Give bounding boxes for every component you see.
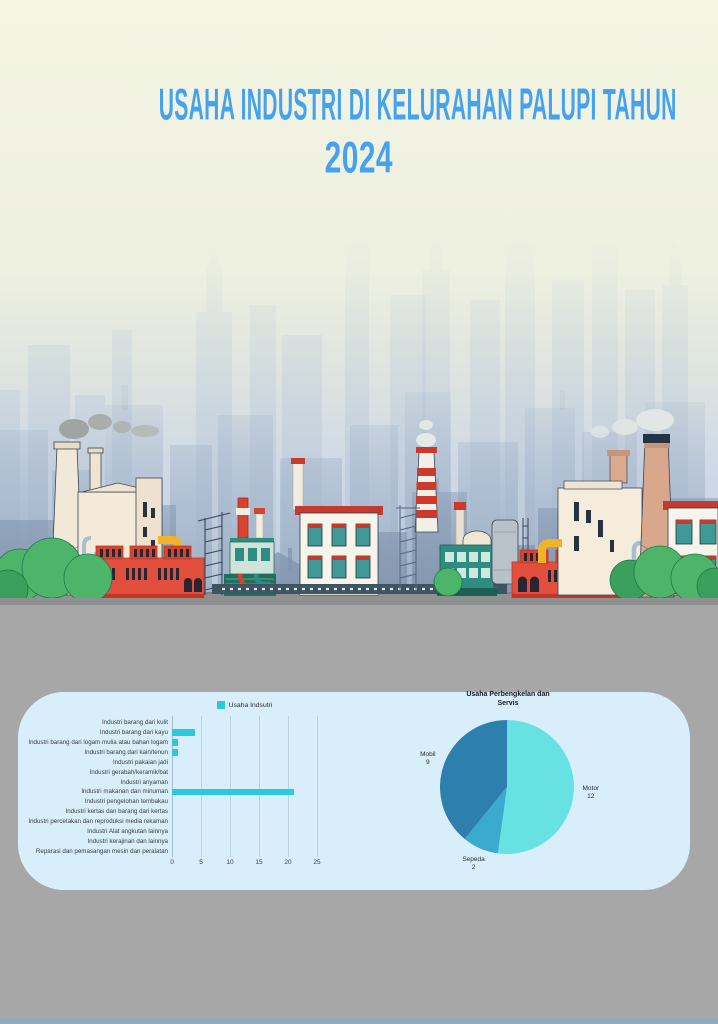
x-axis-tick-labels: 0 5 10 15 20 25 <box>170 859 321 869</box>
title-line-1-wrap: USAHA INDUSTRI DI KELURAHAN PALUPI TAHUN <box>0 80 718 135</box>
bar-track <box>172 748 317 758</box>
gridline <box>172 716 173 857</box>
bar-track <box>172 718 317 728</box>
charts-card: Usaha Indsutri Industri barang dari kuli… <box>18 690 690 890</box>
bar-row: Industri kerajinan dan lainnya <box>18 836 318 846</box>
bar-row: Industri kertas dan barang dari kertas <box>18 807 318 817</box>
white-building-middle <box>295 506 383 596</box>
bar-track <box>172 777 317 787</box>
bar-row: Industri barang dari kain/tenun <box>18 748 318 758</box>
bar-gridlines <box>172 716 318 857</box>
bar-row: Industri barang dari logam mulia atau ba… <box>18 738 318 748</box>
pie-label-mobil: Mobil 9 <box>420 750 436 766</box>
bar-category-label: Industri barang dari kayu <box>99 729 168 737</box>
bar <box>172 729 196 737</box>
bar-track <box>172 836 317 846</box>
x-tick-label: 5 <box>199 859 203 866</box>
bar-category-label: Industri makanan dan minuman <box>81 788 168 796</box>
pie-slice-sepeda <box>464 787 507 854</box>
x-tick-label: 10 <box>226 859 234 866</box>
x-tick-label: 25 <box>313 859 321 866</box>
crane-structure <box>197 512 231 595</box>
bar-row: Industri barang dari kulit <box>18 718 318 728</box>
bar-chart-legend: Usaha Indsutri <box>172 701 317 709</box>
bar-category-label: Reparasi dan pemasangan mesin dan perala… <box>35 847 168 855</box>
gridline <box>230 716 231 857</box>
bar-category-label: Industri gerabah/keramik/bat <box>89 768 168 776</box>
bar-category-label: Industri kertas dan barang dari kertas <box>65 808 169 816</box>
bar-category-label: Industri Alat angkutan lainnya <box>87 827 168 835</box>
bar-row: Industri gerabah/keramik/bat <box>18 767 318 777</box>
thin-chimney-cap <box>291 458 305 464</box>
bar-row: Industri percetakan dan reproduksi media… <box>18 817 318 827</box>
bar-chart: Usaha Indsutri Industri barang dari kuli… <box>18 692 338 890</box>
bar-category-label: Industri pakaian jadi <box>112 758 168 766</box>
pie-title-line-2: Servis <box>497 700 519 707</box>
bar-track <box>172 767 317 777</box>
gridline <box>288 716 289 857</box>
pie-graphic <box>440 720 574 854</box>
x-tick-label: 20 <box>284 859 292 866</box>
bar-track <box>172 757 317 767</box>
bar-row: Industri makanan dan minuman <box>18 787 318 797</box>
pie-chart-title: Usaha Perbengkelan dan Servis <box>428 690 588 708</box>
bar-track <box>172 817 317 827</box>
bar-category-label: Industri percetakan dan reproduksi media… <box>28 818 168 826</box>
bar-track <box>172 728 317 738</box>
x-tick-label: 0 <box>170 859 174 866</box>
bar-category-label: Industri barang dari kulit <box>101 719 168 727</box>
pie-title-line-1: Usaha Perbengkelan dan <box>466 691 550 698</box>
cream-building-right <box>538 450 651 596</box>
bar <box>172 739 178 746</box>
pie-chart: Usaha Perbengkelan dan Servis Motor 12 Sep… <box>420 690 690 890</box>
pie-slice-motor <box>497 720 574 854</box>
bar-category-label: Industri pengelohan tembakau <box>84 798 168 806</box>
title-line-2: 2024 <box>324 132 394 184</box>
poster-title: USAHA INDUSTRI DI KELURAHAN PALUPI TAHUN… <box>0 80 718 188</box>
legend-swatch <box>216 701 225 709</box>
bottom-edge-strip <box>0 1018 718 1024</box>
bar-track <box>172 787 317 797</box>
road-front <box>0 598 718 605</box>
bushes <box>0 537 718 605</box>
bar-track <box>172 846 317 856</box>
bar-rows: Industri barang dari kulit Industri baran… <box>18 718 318 856</box>
bottom-section: Usaha Indsutri Industri barang dari kuli… <box>0 605 718 1024</box>
bar-row: Industri Alat angkutan lainnya <box>18 826 318 836</box>
title-line-2-wrap: 2024 <box>0 133 718 188</box>
gridline <box>259 716 260 857</box>
factory-city-illustration <box>0 0 718 605</box>
bar-row: Industri pengelohan tembakau <box>18 797 318 807</box>
legend-label: Usaha Indsutri <box>228 701 273 709</box>
bar-row: Industri anyaman <box>18 777 318 787</box>
bar-category-label: Industri barang dari kain/tenun <box>84 749 168 756</box>
x-tick-label: 15 <box>255 859 263 866</box>
bar-category-label: Industri kerajinan dan lainnya <box>87 837 169 845</box>
teal-machine <box>224 497 276 596</box>
title-line-1: USAHA INDUSTRI DI KELURAHAN PALUPI TAHUN <box>158 79 677 131</box>
bar-row: Reparasi dan pemasangan mesin dan perala… <box>18 846 318 856</box>
bar-track <box>172 738 317 748</box>
bar-row: Industri pakaian jadi <box>18 757 318 767</box>
bar-category-label: Industri anyaman <box>120 778 168 786</box>
pie-label-motor: Motor 12 <box>582 784 600 800</box>
bar <box>172 749 178 756</box>
smoke-clouds <box>59 409 674 447</box>
bar-track <box>172 826 317 836</box>
pie-label-sepeda: Sepeda 2 <box>462 856 485 872</box>
bar-category-label: Industri barang dari logam mulia atau ba… <box>28 739 168 747</box>
bar <box>172 788 294 796</box>
thin-chimney <box>292 461 304 511</box>
bar-row: Industri barang dari kayu <box>18 728 318 738</box>
bar-track <box>172 807 317 817</box>
gridline <box>201 716 202 857</box>
gridline <box>317 716 318 857</box>
pie-slice-mobil <box>440 720 507 839</box>
bar-track <box>172 797 317 807</box>
